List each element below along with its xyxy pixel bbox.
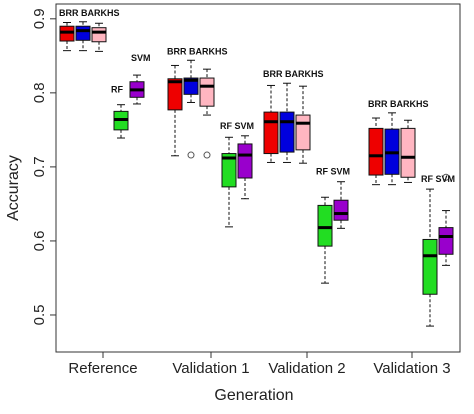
box-body xyxy=(199,77,215,107)
series-annotation: RF SVM xyxy=(220,121,254,131)
box-svm xyxy=(438,173,454,266)
series-annotation: BRR BARKHS xyxy=(263,69,324,79)
x-tick-label: Validation 3 xyxy=(373,360,450,377)
box-ba xyxy=(384,112,400,186)
box-body xyxy=(438,227,454,255)
box-brr xyxy=(263,84,279,163)
series-annotation: BRR BARKHS xyxy=(167,46,228,56)
series-annotation: RF SVM xyxy=(316,167,350,177)
box-body xyxy=(317,204,333,247)
y-tick-label: 0.9 xyxy=(31,8,48,29)
series-annotation: SVM xyxy=(131,53,151,63)
box-body xyxy=(221,153,237,188)
box-body xyxy=(400,127,416,178)
outlier-point xyxy=(442,173,450,181)
y-tick-label: 0.7 xyxy=(31,156,48,177)
box-body xyxy=(263,111,279,155)
box-brr xyxy=(167,64,183,157)
box-body xyxy=(333,199,349,221)
annotations: BRR BARKHS RF SVM BRR BARKHS RF SVM BRR BARKH… xyxy=(59,8,455,184)
box-body xyxy=(91,27,107,43)
outlier-point xyxy=(187,151,195,159)
box-body xyxy=(75,25,91,41)
box-rf xyxy=(422,188,438,327)
x-tick-label: Reference xyxy=(68,360,137,377)
x-axis-title: Generation xyxy=(214,387,293,404)
plot-frame xyxy=(55,3,461,353)
box-body xyxy=(183,77,199,95)
series-annotation: RF xyxy=(111,85,123,95)
box-svm xyxy=(333,181,349,229)
box-rkhs xyxy=(400,119,416,183)
box-body xyxy=(279,111,295,153)
box-ba xyxy=(279,82,295,163)
series-annotation: RF SVM xyxy=(421,174,455,184)
box-rkhs xyxy=(91,22,107,52)
y-axis-title: Accuracy xyxy=(5,155,22,221)
box-body xyxy=(368,127,384,176)
box-brr xyxy=(368,117,384,186)
box-ba xyxy=(183,59,199,159)
outlier-point xyxy=(203,151,211,159)
box-svm xyxy=(129,74,145,105)
box-rf xyxy=(221,136,237,228)
box-ba xyxy=(75,21,91,52)
axes: 0.5 0.6 0.7 0.8 0.9 Reference Validation 1 Vali… xyxy=(31,3,461,377)
box-body xyxy=(422,238,438,295)
x-tick-label: Validation 2 xyxy=(268,360,345,377)
series-annotation: BRR BARKHS xyxy=(368,99,429,109)
box-rf xyxy=(317,196,333,284)
box-svm xyxy=(237,135,253,200)
box-body xyxy=(167,78,183,111)
box-rkhs xyxy=(295,85,311,164)
box-rkhs xyxy=(199,68,215,159)
y-tick-label: 0.8 xyxy=(31,82,48,103)
x-tick-label: Validation 1 xyxy=(172,360,249,377)
box-body xyxy=(237,143,253,179)
y-tick-label: 0.6 xyxy=(31,231,48,252)
box-brr xyxy=(59,22,75,52)
y-tick-label: 0.5 xyxy=(31,305,48,326)
box-rf xyxy=(113,104,129,139)
plot-area xyxy=(59,21,454,327)
series-annotation: BRR BARKHS xyxy=(59,8,120,18)
box-body xyxy=(295,114,311,151)
